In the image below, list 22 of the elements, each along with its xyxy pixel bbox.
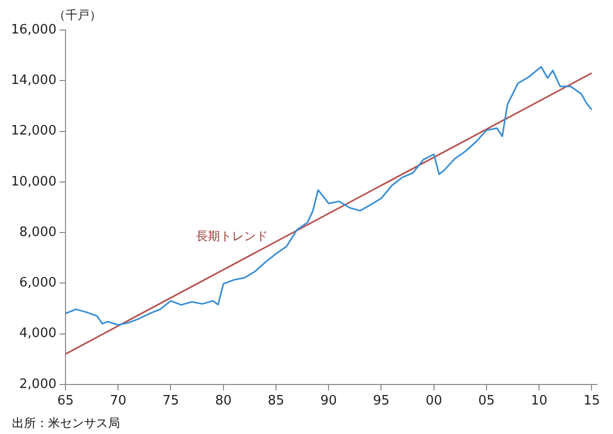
x-tick-label: 70 <box>110 394 126 409</box>
y-tick-label: 6,000 <box>19 276 56 291</box>
y-tick-label: 12,000 <box>10 124 56 139</box>
x-tick-label: 65 <box>57 394 74 409</box>
x-tick-label: 10 <box>530 394 548 409</box>
x-tick-label: 95 <box>372 394 390 409</box>
y-tick-label: 8,000 <box>19 224 56 240</box>
y-tick-label: 10,000 <box>10 174 56 190</box>
annotation: 長期トレンド <box>196 228 268 243</box>
y-tick-label: 4,000 <box>19 326 56 342</box>
x-tick-label: 85 <box>268 394 284 409</box>
x-tick-label: 15 <box>583 394 600 409</box>
x-tick-label: 80 <box>215 394 232 409</box>
x-tick-label: 00 <box>426 394 442 409</box>
y-tick-label: 2,000 <box>19 376 56 392</box>
x-tick-label: 05 <box>478 394 495 409</box>
text: 出所：米センサス局 <box>12 416 120 430</box>
x-tick-label: 75 <box>162 394 180 409</box>
x-tick-label: 90 <box>320 394 337 409</box>
y-axis-title: （千戸） <box>53 8 102 22</box>
y-tick-label: 16,000 <box>10 22 56 38</box>
y-tick-label: 14,000 <box>10 73 56 88</box>
